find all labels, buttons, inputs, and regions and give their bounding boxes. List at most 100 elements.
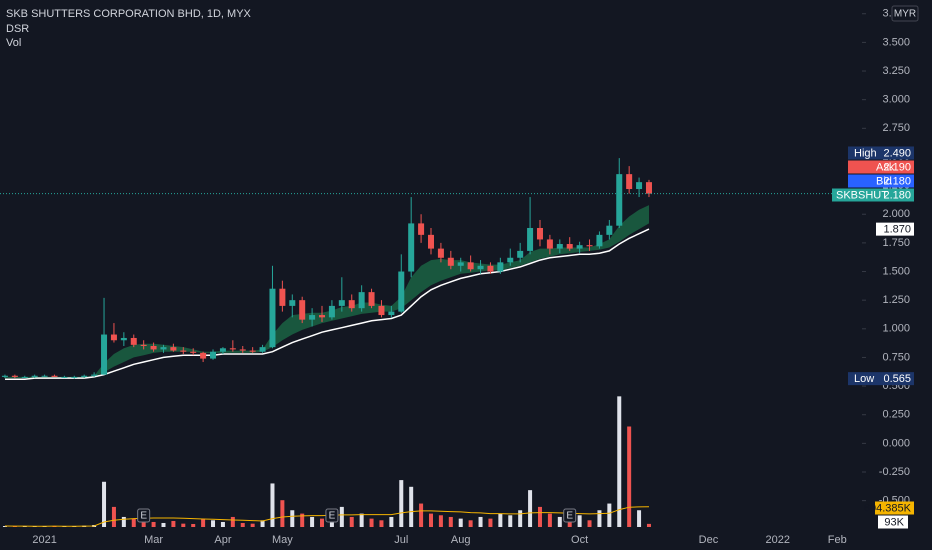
currency-box bbox=[891, 5, 919, 22]
price-label: 2.180 bbox=[883, 175, 911, 187]
volume-bar bbox=[181, 523, 186, 527]
volume-bar bbox=[240, 522, 245, 527]
candle-body bbox=[279, 288, 286, 306]
candle-body bbox=[418, 223, 425, 235]
candle-body bbox=[507, 257, 514, 263]
candle-body bbox=[517, 250, 524, 258]
volume-bar bbox=[409, 486, 414, 527]
candle-body bbox=[527, 227, 534, 251]
volume-bar bbox=[270, 483, 275, 527]
y-tick-label: 1.000 bbox=[882, 323, 910, 335]
volume-bar bbox=[201, 518, 206, 527]
candle-body bbox=[200, 352, 207, 359]
volume-bar bbox=[488, 518, 493, 527]
volume-bar bbox=[646, 523, 651, 527]
volume-bar bbox=[191, 523, 196, 527]
x-tick-label: 2022 bbox=[766, 534, 790, 546]
candle-body bbox=[51, 375, 58, 377]
candle-body bbox=[348, 300, 355, 309]
candle-body bbox=[259, 347, 266, 352]
price-label: High bbox=[854, 147, 877, 159]
y-tick-label: 3.250 bbox=[882, 65, 910, 77]
volume-bar bbox=[478, 516, 483, 527]
volume-bar bbox=[429, 513, 433, 527]
volume-bar bbox=[389, 516, 394, 527]
price-label: 604.385K bbox=[864, 502, 912, 514]
volume-bar bbox=[577, 515, 582, 527]
candle-body bbox=[636, 182, 643, 190]
x-tick-label: 2021 bbox=[32, 534, 56, 546]
price-label-box bbox=[848, 160, 914, 174]
price-label: 0.565 bbox=[883, 373, 911, 385]
y-tick-label: 1.250 bbox=[882, 294, 910, 306]
volume-bar bbox=[508, 515, 513, 527]
indicator-label: DSR bbox=[6, 23, 29, 35]
candle-body bbox=[91, 374, 98, 376]
candle-body bbox=[546, 239, 553, 249]
candle-body bbox=[1, 375, 8, 377]
candle-body bbox=[229, 348, 236, 350]
candle-body bbox=[477, 265, 484, 270]
candle-body bbox=[586, 245, 593, 247]
candle-body bbox=[190, 351, 197, 353]
price-label-box bbox=[848, 174, 914, 188]
price-label: 2.490 bbox=[883, 147, 911, 159]
x-tick-label: Aug bbox=[451, 534, 471, 546]
candle-body bbox=[616, 174, 623, 226]
candle-body bbox=[170, 347, 177, 351]
price-label: 2.190 bbox=[883, 161, 911, 173]
volume-bar bbox=[537, 506, 542, 527]
earnings-marker bbox=[325, 508, 339, 523]
candle-body bbox=[408, 223, 415, 272]
candle-body bbox=[180, 350, 187, 352]
candle-body bbox=[41, 375, 48, 377]
volume-bar bbox=[587, 520, 592, 527]
candle-body bbox=[606, 225, 613, 235]
price-label-box bbox=[876, 222, 914, 236]
x-tick-label: Feb bbox=[828, 534, 847, 546]
candle-body bbox=[11, 375, 18, 377]
candle-body bbox=[487, 265, 494, 272]
volume-bar bbox=[627, 426, 632, 527]
y-tick-label: 0.750 bbox=[882, 351, 910, 363]
volume-bar bbox=[567, 518, 572, 527]
candle-body bbox=[626, 174, 633, 190]
volume-bar bbox=[260, 520, 265, 527]
candle-body bbox=[437, 248, 444, 258]
candle-body bbox=[101, 334, 108, 375]
earnings-label: E bbox=[140, 511, 147, 522]
volume-bar bbox=[607, 503, 612, 527]
volume-bar bbox=[557, 516, 562, 527]
x-tick-label: May bbox=[272, 534, 293, 546]
candle-body bbox=[110, 334, 117, 341]
volume-bar bbox=[151, 521, 156, 527]
candle-body bbox=[645, 182, 652, 194]
candle-body bbox=[309, 315, 316, 320]
price-label-box bbox=[875, 501, 914, 515]
price-label: 93K bbox=[884, 516, 904, 528]
volume-bar bbox=[250, 523, 255, 527]
volume-bar bbox=[141, 520, 146, 527]
price-label-box bbox=[878, 515, 908, 529]
earnings-marker bbox=[137, 508, 151, 523]
plot-area bbox=[1, 158, 652, 527]
price-label: Low bbox=[854, 373, 874, 385]
y-tick-label: 1.500 bbox=[882, 265, 910, 277]
volume-bar bbox=[528, 490, 533, 527]
volume-bar bbox=[32, 526, 37, 527]
price-label: 1.870 bbox=[883, 224, 911, 236]
y-tick-label: -0.250 bbox=[879, 466, 910, 478]
candle-body bbox=[249, 350, 256, 352]
candle-body bbox=[31, 375, 38, 377]
candle-body bbox=[239, 349, 246, 351]
chart-title: SKB SHUTTERS CORPORATION BHD, 1D, MYX bbox=[6, 8, 252, 20]
volume-bar bbox=[320, 518, 325, 527]
volume-bar bbox=[448, 516, 453, 527]
candle-body bbox=[576, 245, 583, 249]
x-tick-label: Jul bbox=[394, 534, 408, 546]
y-tick-label: 0.250 bbox=[882, 409, 910, 421]
volume-bar bbox=[617, 396, 622, 527]
price-label: Ask bbox=[876, 161, 895, 173]
volume-bar bbox=[498, 513, 503, 527]
